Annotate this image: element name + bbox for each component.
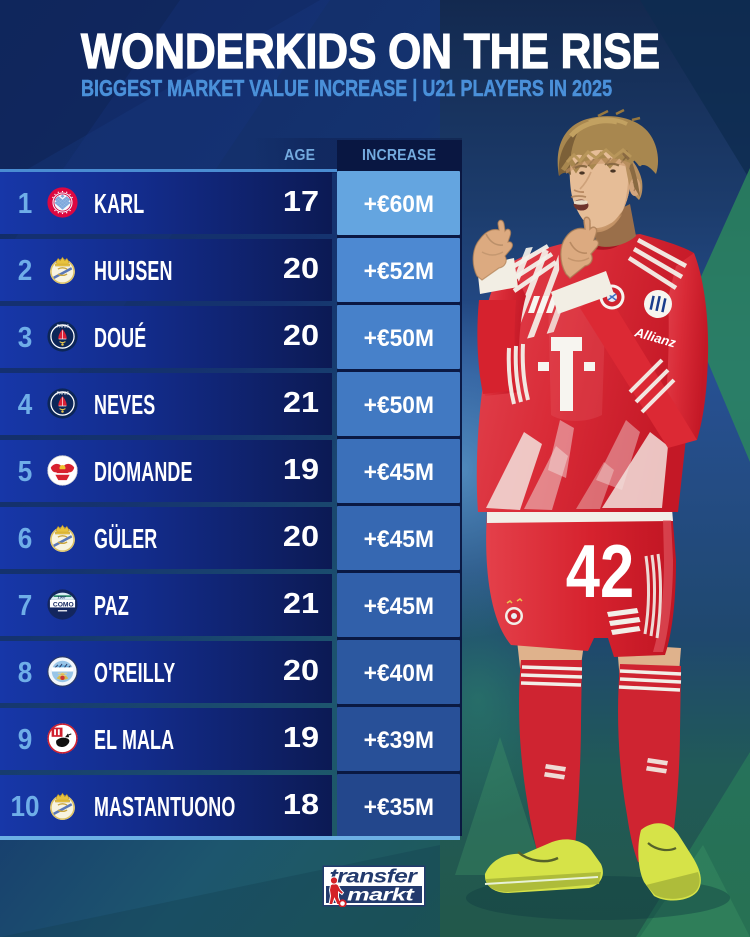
svg-text:markt: markt	[347, 884, 416, 904]
svg-text:1907: 1907	[57, 596, 65, 600]
svg-text:COMO: COMO	[53, 601, 74, 608]
svg-text:PARIS: PARIS	[57, 390, 70, 395]
svg-text:PARIS: PARIS	[57, 323, 70, 328]
svg-text:42: 42	[566, 529, 634, 613]
svg-text:transfer: transfer	[330, 865, 419, 887]
